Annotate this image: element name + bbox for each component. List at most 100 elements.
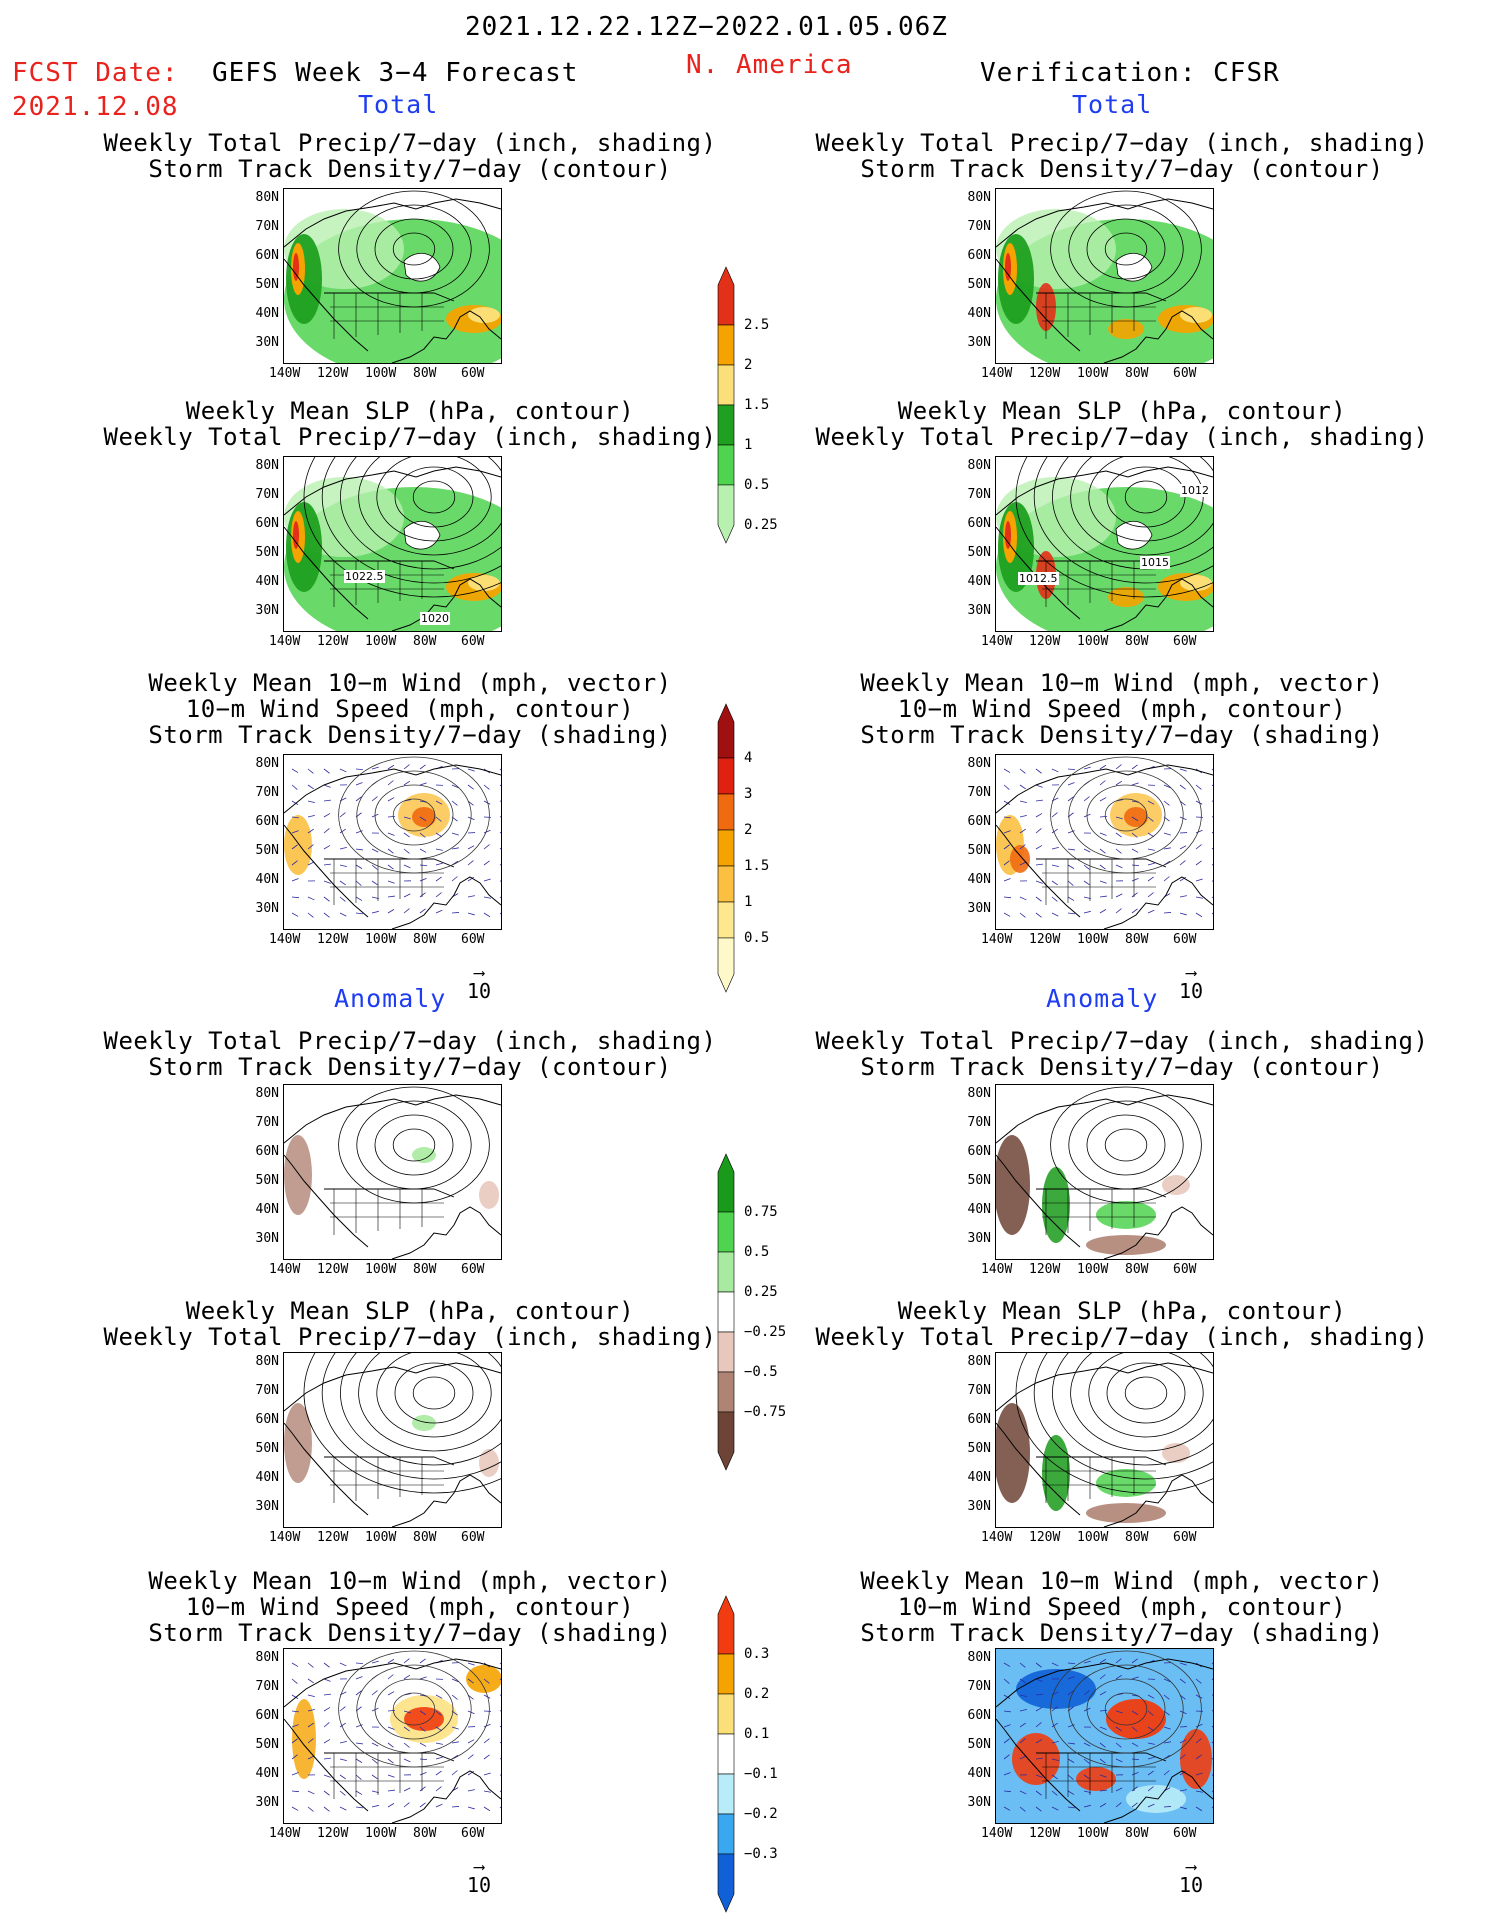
colorbar-segment [717, 793, 735, 831]
wind-vector [1163, 1726, 1171, 1730]
wind-vector [467, 768, 475, 772]
wind-vector [467, 1770, 475, 1776]
wind-vector [371, 1758, 378, 1764]
wind-vector [419, 908, 426, 914]
lat-tick-label: 60N [255, 1708, 279, 1723]
hudson-bay [403, 521, 441, 550]
shading-blob [404, 1707, 444, 1731]
lat-tick-label: 80N [255, 458, 279, 473]
contour-line [392, 232, 436, 266]
lon-tick-label: 80W [413, 1262, 437, 1277]
wind-vector [435, 1786, 442, 1792]
wind-vector [371, 1774, 379, 1780]
wind-vector [1051, 812, 1058, 818]
colorbar-label: 0.25 [744, 1284, 778, 1300]
wind-vector [499, 784, 501, 787]
wind-vector [1051, 864, 1059, 868]
map-panel-fcst-precip-anom [283, 1084, 502, 1260]
wind-vector [435, 909, 443, 914]
coastline [284, 198, 501, 363]
wind-vector [483, 860, 490, 866]
panel-title-line: Weekly Mean 10−m Wind (mph, vector) [148, 1567, 672, 1595]
wind-vector [1179, 1678, 1186, 1684]
vector-reference-value: 10 [1179, 979, 1204, 1003]
wind-vector [1179, 768, 1187, 772]
panel-title-cfsr-0: Weekly Total Precip/7−day (inch, shading… [802, 130, 1442, 182]
wind-vector [1083, 1660, 1091, 1664]
lat-tick-label: 30N [255, 1231, 279, 1246]
border-line [324, 858, 455, 868]
wind-vector [1083, 1742, 1091, 1747]
contour-line [338, 190, 490, 308]
wind-vector [1179, 1754, 1186, 1760]
coastline [996, 1094, 1213, 1259]
lat-tick-label: 50N [967, 1737, 991, 1752]
wind-vector [371, 796, 378, 802]
wind-vector [387, 1789, 395, 1792]
wind-vector [355, 1724, 363, 1728]
wind-vector [355, 1742, 363, 1745]
panel-title-line: 10−m Wind Speed (mph, contour) [185, 1593, 635, 1621]
lon-tick-label: 120W [317, 634, 349, 649]
colorbar-label: 1 [744, 437, 753, 453]
lon-tick-label: 140W [269, 1530, 301, 1545]
wind-vector [1131, 1772, 1139, 1776]
contour-line [1106, 1362, 1186, 1424]
wind-vector [467, 860, 474, 866]
lat-tick-label: 80N [967, 1086, 991, 1101]
colorbar-label: 1 [744, 894, 753, 910]
colorbar-segment [717, 1595, 735, 1655]
shading-blob [412, 1147, 436, 1163]
wind-vector [291, 1790, 300, 1793]
wind-vector [419, 1742, 427, 1747]
vector-reference: ⟶ 10 [467, 1858, 491, 1896]
wind-vector [435, 1710, 442, 1716]
wind-vector [387, 848, 394, 854]
wind-vector [1131, 892, 1138, 898]
wind-vector [1067, 782, 1075, 786]
wind-vector [1147, 1803, 1155, 1808]
coastline [284, 1658, 501, 1823]
wind-vector [1067, 830, 1075, 834]
panel-title-line: Weekly Mean 10−m Wind (mph, vector) [148, 669, 672, 697]
panel-title-cfsr-4: Weekly Mean SLP (hPa, contour) Weekly Tot… [802, 1298, 1442, 1350]
lat-tick-label: 40N [255, 1470, 279, 1485]
wind-vector [323, 912, 330, 918]
wind-vector [307, 1694, 315, 1698]
panel-title-line: Storm Track Density/7−day (contour) [860, 155, 1384, 183]
wind-vector [1195, 860, 1202, 866]
contour-line [1070, 1353, 1213, 1452]
colorbar-label: 2.5 [744, 317, 770, 333]
wind-vector [1051, 768, 1059, 773]
wind-vector [1163, 876, 1170, 882]
wind-vector [435, 832, 443, 838]
contour-line [1068, 1664, 1184, 1754]
wind-vector [1035, 1662, 1042, 1668]
contour-line [340, 457, 501, 570]
colorbar-segment [717, 1153, 735, 1213]
contour-line [358, 1353, 501, 1452]
wind-vector [339, 812, 346, 818]
colorbar-segment [717, 1291, 735, 1333]
wind-vector [387, 1691, 395, 1696]
colorbar-segment [717, 703, 735, 759]
wind-vector [403, 908, 410, 914]
wind-vector [1083, 880, 1091, 886]
lon-tick-label: 120W [1029, 1826, 1061, 1841]
wind-vector [1019, 1738, 1026, 1744]
lon-tick-label: 120W [317, 366, 349, 381]
contour-label: 1022.5 [344, 570, 385, 583]
map-panel-fcst-wind-total [283, 754, 502, 930]
wind-vector [307, 828, 314, 834]
wind-vector [1051, 1806, 1059, 1811]
wind-vector [451, 832, 459, 836]
wind-vector [1099, 764, 1107, 770]
wind-vector [467, 1754, 474, 1760]
wind-vector [355, 1790, 363, 1795]
vector-reference: ⟶ 10 [467, 964, 491, 1002]
wind-vector [1099, 1774, 1107, 1778]
wind-vector [1019, 844, 1026, 850]
shading-blob [284, 1135, 312, 1215]
colorbar-segment [717, 901, 735, 939]
panel-title-line: 10−m Wind Speed (mph, contour) [897, 1593, 1347, 1621]
